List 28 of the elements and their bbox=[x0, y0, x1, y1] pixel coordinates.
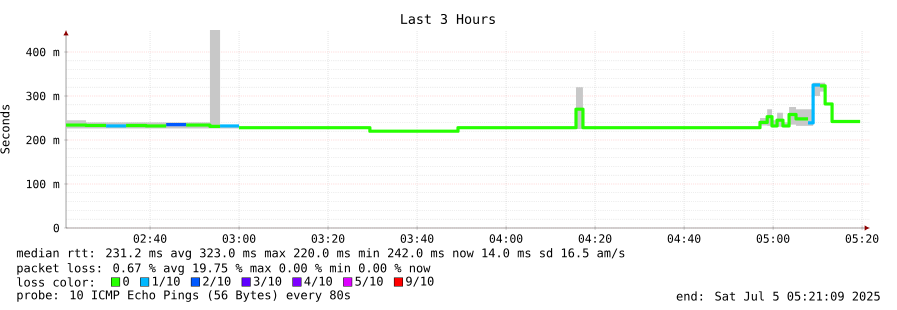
y-axis-title: Seconds bbox=[0, 104, 10, 154]
legend-label: 0 bbox=[123, 276, 129, 286]
text: median rtt: 231.2 ms avg 323.0 ms max 220.0 ms min 242.0 ms now 14.0 ms sd 16.5 am/s bbox=[16, 248, 624, 260]
x-tick-label: 04:00 bbox=[490, 234, 522, 243]
y-tick-label: 400 m bbox=[26, 48, 60, 56]
legend-label: 3/10 bbox=[254, 276, 282, 287]
legend-title: loss color: bbox=[17, 277, 93, 287]
legend-label: 1/10 bbox=[153, 276, 180, 287]
y-tick-label: 200 m bbox=[26, 136, 60, 144]
x-tick-label: 02:40 bbox=[134, 234, 166, 243]
legend-label: 2/10 bbox=[203, 276, 230, 287]
text: packet loss: 0.67 % avg 19.75 % max 0.00 % min 0.00 % now bbox=[17, 263, 430, 275]
legend-label: 9/10 bbox=[406, 276, 434, 287]
x-tick-label: 03:00 bbox=[222, 234, 256, 243]
text: end: Sat Jul 5 05:21:09 2025 bbox=[676, 291, 880, 301]
y-tick-label: 0 bbox=[54, 224, 60, 232]
y-tick-label: 100 m bbox=[26, 180, 60, 188]
x-tick-label: 04:20 bbox=[578, 234, 612, 243]
text: probe: 10 ICMP Echo Pings (56 Bytes) every 80s bbox=[17, 290, 350, 302]
y-tick-label: 300 m bbox=[26, 92, 60, 100]
x-tick-label: 04:40 bbox=[668, 234, 700, 243]
x-tick-label: 05:00 bbox=[756, 234, 790, 243]
chart-title: Last 3 Hours bbox=[401, 14, 495, 24]
legend-label: 5/10 bbox=[355, 276, 383, 287]
legend-label: 4/10 bbox=[304, 276, 332, 287]
x-tick-label: 03:20 bbox=[312, 234, 344, 243]
x-tick-label: 03:40 bbox=[400, 234, 434, 243]
x-tick-label: 05:20 bbox=[846, 234, 878, 243]
